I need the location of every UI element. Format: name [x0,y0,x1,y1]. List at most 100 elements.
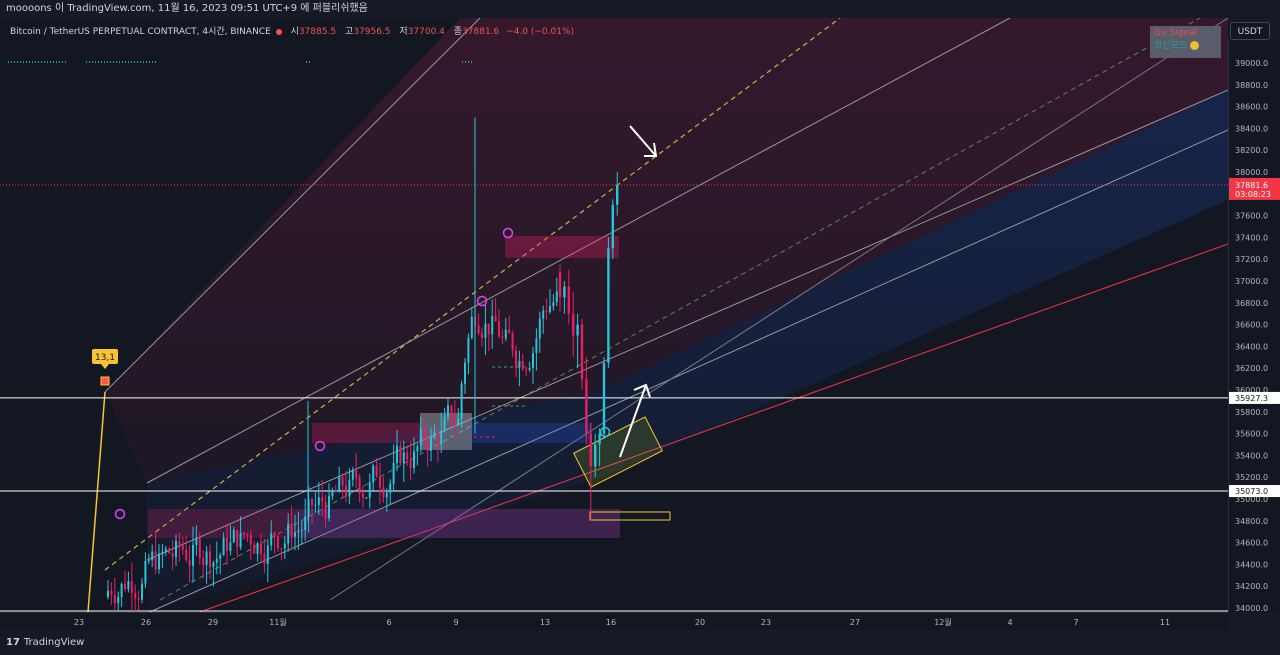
time-tick-label: 23 [761,618,771,627]
open-label: 시 [290,27,299,37]
grey-zone [420,413,472,450]
price-tick-label: 34600.0 [1235,539,1268,548]
low-label: 저 [399,27,408,37]
signal-panel: Gu Signal 코인모드 [1150,26,1221,58]
target-box [589,511,671,521]
open-value: 37885.5 [298,27,337,37]
dashed-median-yellow [104,18,841,571]
change-value: −4.0 (−0.01%) [506,27,575,37]
candle-body [594,444,597,467]
candle-body [558,272,562,298]
time-tick-label: 9 [453,618,458,627]
symbol-title: Bitcoin / TetherUS PERPETUAL CONTRACT, 4… [10,27,271,37]
price-tick-label: 34800.0 [1235,517,1268,526]
level-price-tag [1229,391,1280,404]
chart-area[interactable]: 13,1 Bitcoin / TetherUS PERPETUAL CONTRA… [0,18,1228,612]
price-tick-label: 34400.0 [1235,560,1268,569]
price-tick-label: 36800.0 [1235,299,1268,308]
signal-circle [314,440,326,452]
signal-mode: 코인모드 [1154,41,1188,51]
demand-zone-2 [472,423,592,443]
signal-circle [502,227,514,239]
signal-circle [114,508,126,520]
brand-name: TradingView [23,637,85,648]
price-tick-label: 36200.0 [1235,364,1268,373]
high-value: 37956.5 [353,27,391,37]
countdown-label: 03:08:23 [1235,190,1271,199]
candle-body [563,286,566,298]
candle-body [616,184,619,205]
signal-title: Gu Signal [1154,28,1198,38]
price-tick-label: 38600.0 [1235,103,1268,112]
time-scale[interactable]: 23 26 29 11월 6 9 13 16 20 23 27 12월 4 7 11 [0,613,1228,631]
channel-mid-line-2 [146,89,1228,561]
price-tick-label: 35000.0 [1235,495,1268,504]
channel-bottom-line [149,129,1228,612]
time-tick-label: 16 [606,618,616,627]
price-tick-label: 34000.0 [1235,604,1268,612]
candle-body [585,379,588,434]
level-price-tag [1229,485,1280,498]
svg-text:13,1: 13,1 [95,353,115,363]
price-axis[interactable]: 34000.0 34200.0 34400.0 34600.0 34800.0 35000… [1228,40,1280,612]
currency-button[interactable]: USDT [1230,22,1270,40]
price-scale[interactable]: 34000.0 34200.0 34400.0 34600.0 34800.0 35000… [1229,40,1280,612]
price-tick-label: 38800.0 [1235,81,1268,90]
price-tick-label: 35800.0 [1235,408,1268,417]
time-tick-label: 26 [141,618,151,627]
publish-caption: moooons 이 TradingView.com, 11월 16, 2023 … [0,0,1280,18]
signal-circle-buy [599,426,611,438]
time-tick-label: 6 [386,618,391,627]
supply-zone-3 [505,236,619,258]
arrow-up-right-icon [619,383,651,458]
price-tick-label: 37200.0 [1235,255,1268,264]
status-dot-icon [275,28,282,35]
time-tick-label: 4 [1007,618,1012,627]
high-label: 고 [345,27,354,37]
footer-bar: 𝟭𝟳 TradingView [0,630,1280,655]
price-tick-label: 37400.0 [1235,233,1268,242]
price-tick-label: 38000.0 [1235,168,1268,177]
signal-circle [476,295,488,307]
price-tick-label: 34200.0 [1235,582,1268,591]
time-tick-label: 20 [695,618,705,627]
time-axis[interactable]: 23 26 29 11월 6 9 13 16 20 23 27 12월 4 7 11 [0,612,1228,631]
candle-body [598,433,601,445]
channel-lower-fill [147,90,1228,612]
recent-candles [558,172,619,521]
price-tick-label: 38400.0 [1235,124,1268,133]
price-tick-label: 37600.0 [1235,212,1268,221]
historic-candles [107,117,558,611]
time-tick-label: 29 [208,618,218,627]
price-tick-label: 37000.0 [1235,277,1268,286]
level-price-label: 35927.3 [1235,394,1268,403]
price-tick-label: 36000.0 [1235,386,1268,395]
symbol-legend[interactable]: Bitcoin / TetherUS PERPETUAL CONTRACT, 4… [10,24,574,37]
demand-zone-1 [300,509,620,538]
low-value: 37700.4 [407,27,445,37]
candle-body [602,362,606,434]
time-tick-label: 11월 [269,617,287,627]
price-tick-label: 36400.0 [1235,342,1268,351]
supply-zone-2 [312,423,420,443]
chart-canvas[interactable]: 13,1 [0,18,1228,612]
candle-body [589,433,592,467]
time-tick-label: 27 [850,618,860,627]
time-tick-label: 7 [1073,618,1078,627]
candle-body [572,313,575,336]
close-label: 종 [453,27,463,37]
price-tick-label: 39000.0 [1235,59,1268,68]
channel-lower-line [329,18,1228,601]
time-tick-label: 12월 [934,617,952,627]
candle-body [607,248,610,363]
red-trendline [199,243,1228,612]
price-tick-label: 38200.0 [1235,146,1268,155]
channel-upper-fill [105,18,1228,483]
time-tick-label: 13 [540,618,550,627]
candle-body [567,286,570,314]
time-tick-label: 23 [74,618,84,627]
time-tick-label: 11 [1160,618,1170,627]
channel-top-line [104,18,481,393]
arrow-down-right-icon [629,125,658,157]
price-tick-label: 35600.0 [1235,430,1268,439]
